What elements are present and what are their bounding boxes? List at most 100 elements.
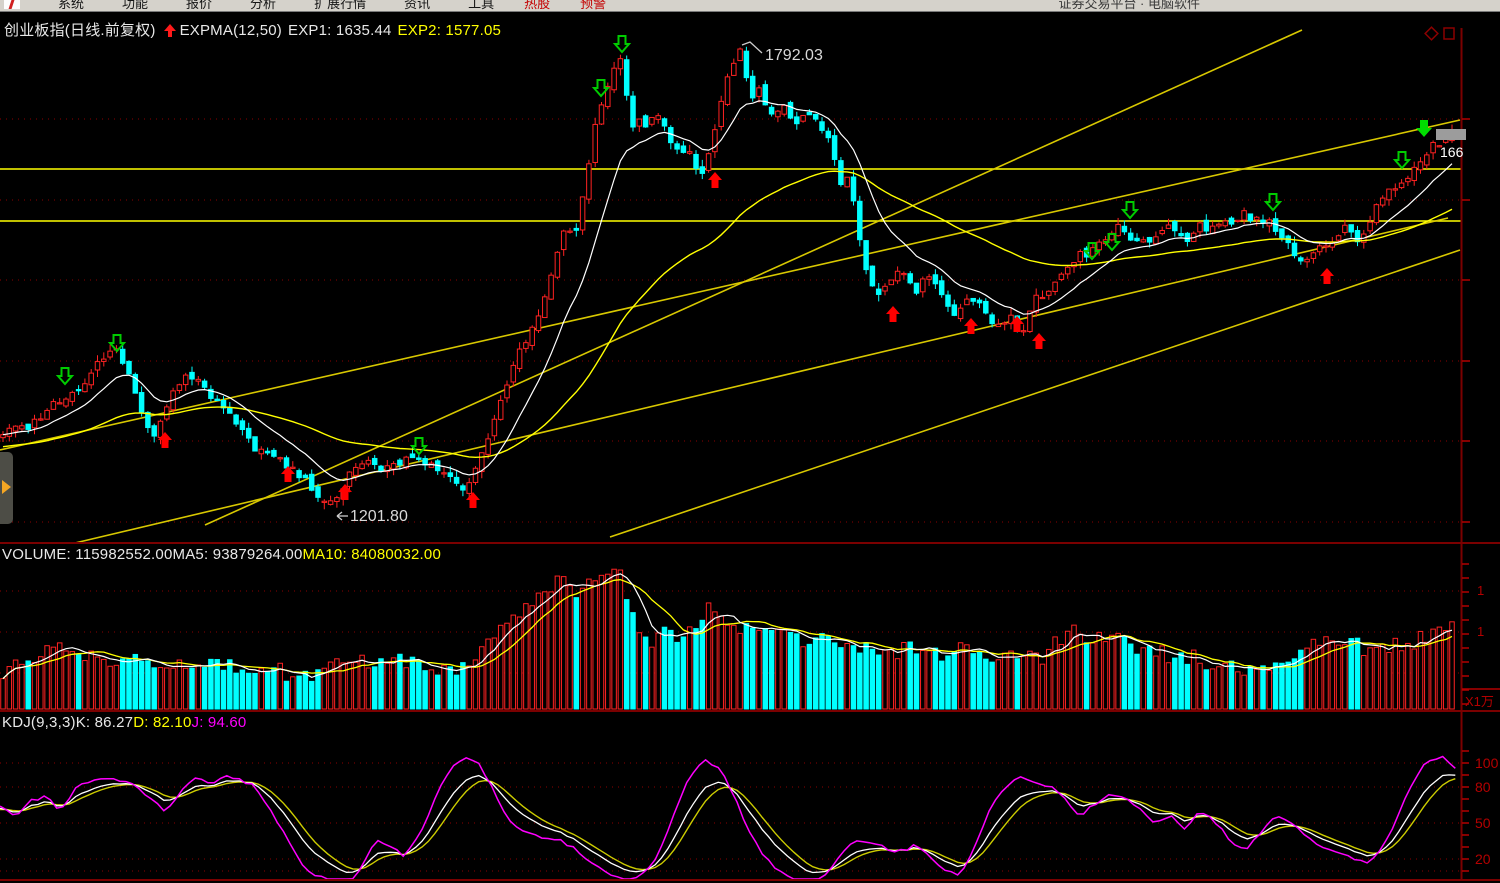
candle-body	[1253, 216, 1260, 221]
candle-body	[800, 114, 806, 122]
kdj-k-value: K: 86.27	[75, 714, 134, 731]
candle-body	[1335, 235, 1342, 241]
candle-body	[1386, 188, 1392, 201]
menu-item-6[interactable]: 工具	[468, 0, 495, 11]
maximize-square-icon[interactable]	[1443, 27, 1455, 40]
diamond-icon[interactable]	[1424, 26, 1439, 41]
volume-bar	[195, 664, 202, 710]
volume-bar	[1235, 671, 1241, 710]
volume-bar	[1222, 662, 1228, 710]
volume-bar	[1405, 642, 1411, 710]
candle-body	[504, 384, 510, 399]
candle-body	[1228, 217, 1235, 225]
menu-item-4[interactable]: 扩展行情	[314, 0, 367, 11]
volume-bar	[1323, 636, 1329, 710]
candle-body	[1398, 182, 1405, 189]
menu-item-2[interactable]: 报价	[186, 0, 213, 11]
candle-body	[138, 392, 145, 413]
candle-body	[743, 50, 750, 79]
volume-bar	[812, 637, 819, 710]
candle-body	[1367, 221, 1373, 232]
volume-bar	[523, 603, 529, 710]
candle-body	[479, 452, 485, 473]
volume-bar	[938, 660, 945, 710]
volume-bar	[491, 637, 498, 710]
candle-body	[164, 406, 170, 420]
candle-body	[189, 371, 195, 380]
volume-bar	[743, 623, 750, 710]
volume-bar	[1058, 643, 1065, 710]
candle-body	[1134, 237, 1140, 242]
candle-body	[529, 326, 535, 346]
candle-body	[869, 265, 876, 287]
candle-body	[315, 486, 321, 498]
candle-body	[233, 414, 239, 425]
candle-body	[938, 280, 945, 296]
volume-bar	[6, 666, 13, 710]
volume-bar	[869, 648, 876, 710]
volume-bar	[957, 642, 964, 710]
volume-bar	[623, 599, 630, 710]
menu-hot-item-0[interactable]: 热股	[524, 0, 551, 11]
volume-bar	[1449, 621, 1455, 710]
candle-body	[1020, 330, 1027, 333]
volume-bar	[831, 642, 838, 710]
volume-bar	[1134, 653, 1140, 710]
menu-item-3[interactable]: 分析	[250, 0, 277, 11]
app-logo-icon	[4, 0, 20, 9]
menu-item-5[interactable]: 资讯	[404, 0, 431, 11]
candle-body	[1304, 258, 1310, 263]
menu-item-0[interactable]: 系统	[58, 0, 85, 11]
menu-hot-item-1[interactable]: 预警	[580, 0, 607, 11]
candle-body	[781, 104, 787, 115]
volume-bar	[800, 646, 806, 710]
candle-body	[1342, 224, 1348, 234]
candle-body	[686, 151, 693, 154]
candle-body	[1052, 281, 1058, 293]
volume-bar	[1436, 626, 1443, 710]
candle-body	[693, 153, 699, 169]
buy-signal-arrow	[466, 492, 480, 508]
volume-bar	[296, 675, 302, 710]
volume-bar	[712, 611, 718, 710]
volume-bar	[176, 659, 183, 710]
candle-body	[460, 485, 466, 491]
volume-bar	[1260, 665, 1266, 710]
candle-body	[1348, 224, 1354, 233]
candle-body	[107, 350, 113, 358]
candle-body	[245, 427, 252, 439]
candle-body	[913, 282, 920, 294]
menu-item-1[interactable]: 功能	[122, 0, 149, 11]
candle-body	[1146, 236, 1153, 243]
candle-body	[542, 296, 548, 319]
volume-bar	[661, 626, 668, 710]
candle-body	[649, 116, 655, 125]
candle-body	[655, 115, 661, 120]
candle-body	[101, 358, 107, 362]
volume-bar	[82, 660, 88, 710]
volume-bar	[290, 676, 296, 710]
candle-body	[94, 361, 101, 371]
sidebar-expand-handle[interactable]	[0, 452, 13, 524]
candle-body	[145, 411, 151, 429]
volume-bar	[964, 644, 970, 710]
candle-body	[623, 59, 630, 96]
candle-body	[497, 399, 504, 420]
volume-bar	[453, 674, 460, 710]
volume-bar	[1310, 638, 1317, 710]
volume-bar	[214, 659, 220, 710]
candle-body	[731, 62, 737, 76]
candle-body	[787, 101, 794, 119]
candle-body	[926, 276, 932, 280]
candle-body	[182, 374, 189, 386]
peak-pointer-line	[741, 41, 763, 54]
candle-body	[516, 348, 523, 369]
candle-body	[378, 465, 384, 472]
volume-bar	[649, 646, 655, 710]
candle-body	[321, 500, 328, 503]
volume-bar	[598, 574, 605, 710]
volume-bar	[25, 660, 31, 710]
candle-body	[775, 110, 781, 118]
candle-body	[1153, 236, 1159, 245]
